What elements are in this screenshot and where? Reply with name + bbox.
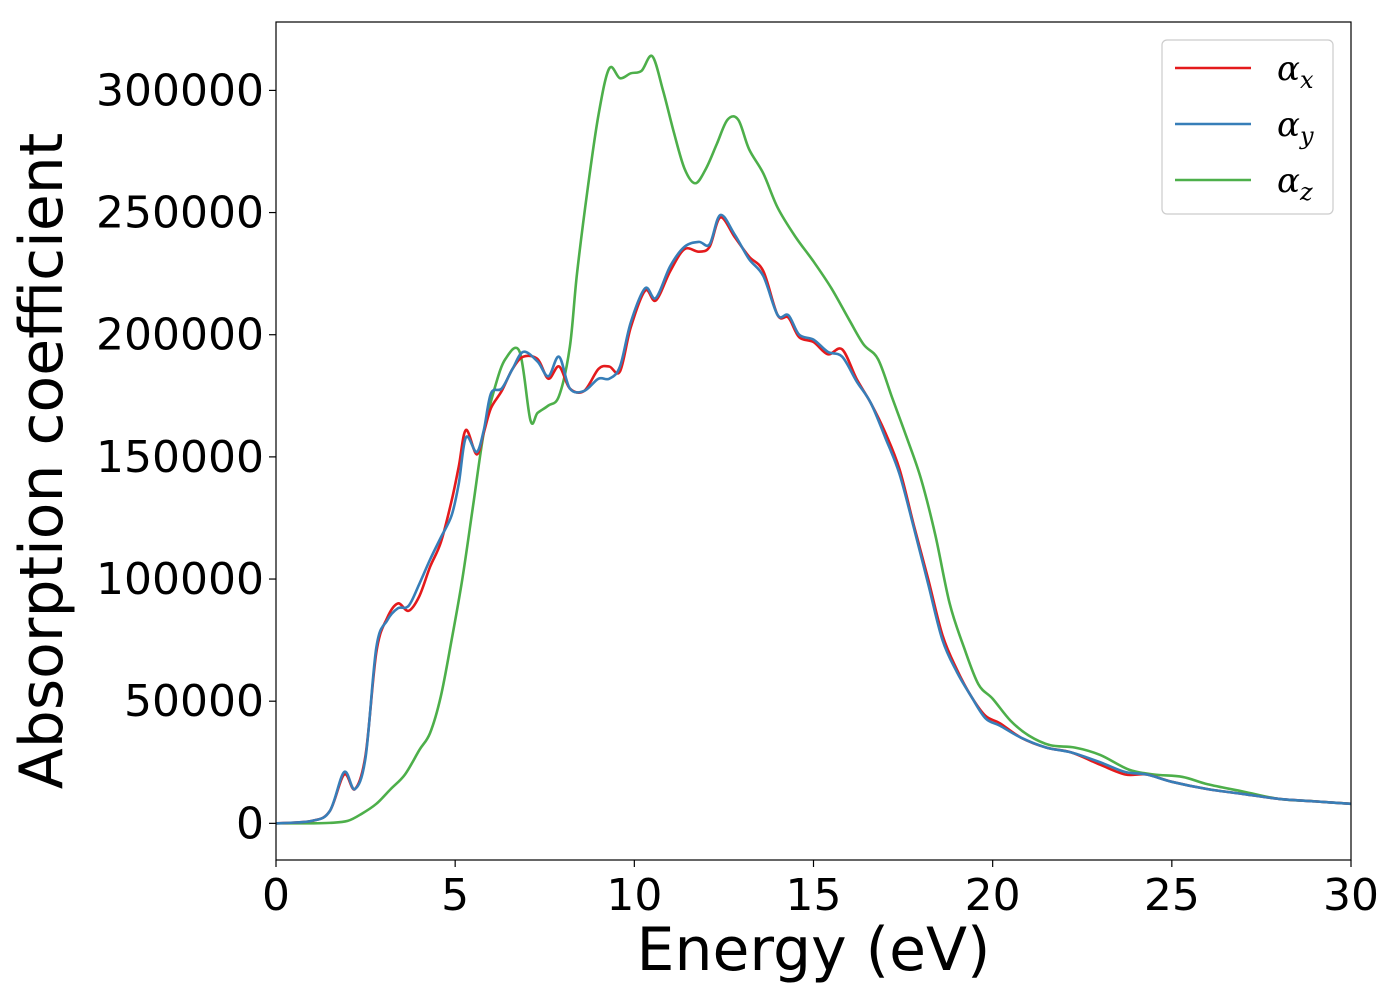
legend-entry: αy (1277, 105, 1314, 150)
y-axis-label: Absorption coefficient (7, 133, 77, 790)
y-axis: 0 50000 100000 150000 200000 250000 300000 (96, 65, 276, 849)
y-tick-label: 50000 (124, 676, 264, 727)
series-line-α-y (276, 213, 1351, 825)
x-tick-label: 30 (1323, 870, 1379, 921)
x-tick-label: 10 (606, 870, 662, 921)
y-tick-label: 150000 (96, 432, 264, 483)
x-tick-label: 0 (262, 870, 290, 921)
y-tick-label: 0 (236, 798, 264, 849)
series-line-α-z (276, 54, 1351, 825)
x-axis-label: Energy (eV) (637, 915, 991, 985)
series-line-α-x (276, 216, 1351, 825)
x-tick-label: 5 (441, 870, 469, 921)
x-tick-label: 20 (965, 870, 1021, 921)
legend-entry: αz (1277, 161, 1313, 206)
y-tick-label: 250000 (96, 188, 264, 239)
y-tick-label: 200000 (96, 310, 264, 361)
y-tick-label: 100000 (96, 554, 264, 605)
legend-entry: αx (1277, 49, 1314, 94)
plot-lines (276, 54, 1351, 825)
legend-box (1161, 39, 1334, 215)
x-tick-label: 15 (786, 870, 842, 921)
y-tick-label: 300000 (96, 65, 264, 116)
legend: αx αy αz (1161, 39, 1334, 215)
x-tick-label: 25 (1144, 870, 1200, 921)
x-axis: 0 5 10 15 20 25 30 (262, 860, 1379, 921)
